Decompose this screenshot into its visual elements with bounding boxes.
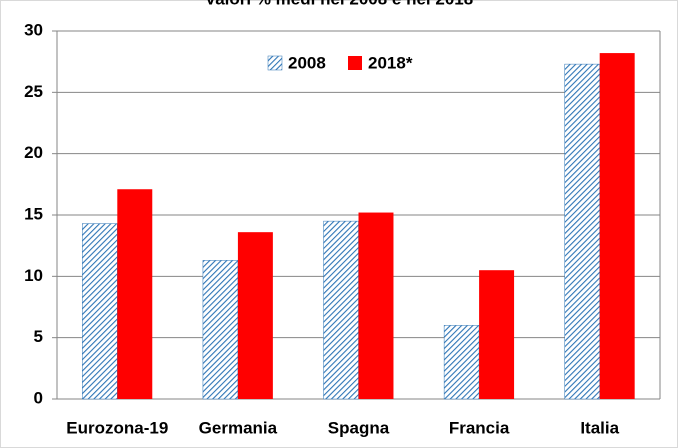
y-tick-label: 30 [24, 20, 43, 39]
y-tick-label: 10 [24, 266, 43, 285]
y-tick-label: 5 [34, 327, 43, 346]
bar [82, 223, 118, 400]
bar [358, 212, 394, 399]
x-tick-label: Spagna [328, 418, 390, 437]
bar [202, 260, 239, 400]
x-tick-label: Italia [580, 418, 619, 437]
x-tick-label: Germania [199, 418, 278, 437]
y-tick-label: 20 [24, 143, 43, 162]
bar [564, 63, 600, 400]
bar [323, 220, 359, 400]
y-tick-label: 25 [24, 82, 43, 101]
y-tick-label: 0 [34, 388, 43, 407]
bar [443, 325, 480, 400]
legend-swatch [267, 55, 283, 71]
bar [117, 189, 153, 399]
y-tick-label: 15 [24, 204, 43, 223]
bar [479, 270, 515, 399]
x-tick-label: Eurozona-19 [66, 418, 168, 437]
legend-swatch [348, 56, 362, 70]
legend-label: 2008 [288, 53, 326, 72]
legend-label: 2018* [368, 53, 413, 72]
chart-title: Valori % medi nel 2008 e nel 2018 [205, 0, 473, 8]
bar [237, 232, 273, 399]
bar [599, 53, 635, 399]
x-tick-label: Francia [449, 418, 510, 437]
